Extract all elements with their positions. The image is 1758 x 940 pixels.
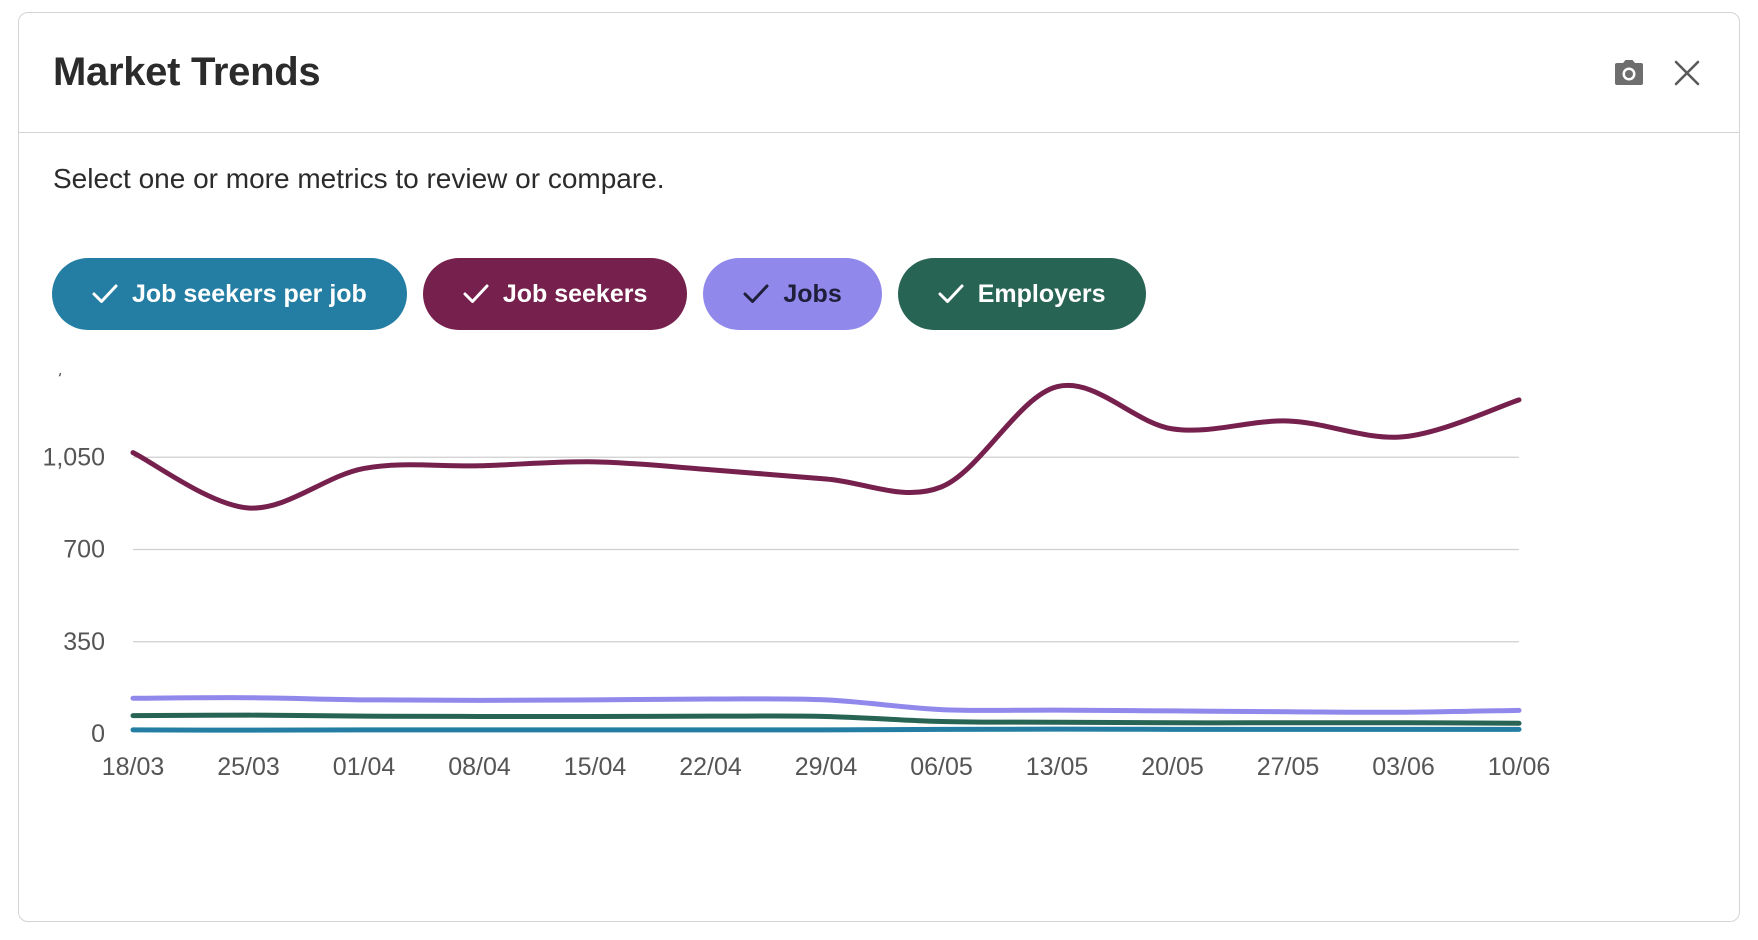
x-tick-label: 08/04 <box>448 753 511 781</box>
x-tick-label: 22/04 <box>679 753 742 781</box>
metric-toggle-label: Job seekers <box>502 279 648 308</box>
check-icon <box>463 284 489 303</box>
x-tick-label: 18/03 <box>102 753 165 781</box>
x-tick-label: 25/03 <box>217 753 280 781</box>
metric-toggle-label: Job seekers per job <box>132 279 367 308</box>
x-tick-label: 15/04 <box>564 753 627 781</box>
check-icon <box>92 284 118 303</box>
x-tick-label: 01/04 <box>333 753 396 781</box>
page-title: Market Trends <box>53 50 321 94</box>
y-tick-label: 1,050 <box>42 443 105 471</box>
x-tick-label: 29/04 <box>795 753 858 781</box>
instructions-text: Select one or more metrics to review or … <box>53 163 665 194</box>
x-tick-label: 20/05 <box>1141 753 1204 781</box>
metric-toggle-jobs[interactable]: Jobs <box>703 258 882 330</box>
series-line-job-seekers <box>130 382 1522 511</box>
check-icon <box>938 284 964 303</box>
metric-toggle-label: Jobs <box>783 279 842 308</box>
close-icon[interactable] <box>1669 55 1705 91</box>
card-header: Market Trends <box>19 13 1739 133</box>
metric-toggle-employers[interactable]: Employers <box>897 258 1146 330</box>
x-tick-label: 10/06 <box>1488 753 1551 781</box>
x-tick-label: 03/06 <box>1372 753 1435 781</box>
camera-icon[interactable] <box>1611 55 1647 91</box>
check-icon <box>743 284 769 303</box>
y-tick-label: 350 <box>63 628 105 656</box>
x-tick-label: 27/05 <box>1257 753 1320 781</box>
header-actions <box>1611 55 1705 91</box>
x-tick-label: 13/05 <box>1026 753 1089 781</box>
series-line-job-seekers-per-job <box>130 726 1522 733</box>
y-tick-label: 1,400 <box>42 373 105 379</box>
y-tick-label: 0 <box>91 720 105 748</box>
metric-toggle-label: Employers <box>977 279 1106 308</box>
y-tick-label: 700 <box>63 536 105 564</box>
metric-toggle-group: Job seekers per job Job seekers Jobs Emp… <box>52 258 1146 330</box>
x-tick-label: 06/05 <box>910 753 973 781</box>
market-trends-card: Market Trends Select one or more metrics… <box>18 12 1740 922</box>
series-line-jobs <box>130 695 1522 715</box>
metric-toggle-job-seekers[interactable]: Job seekers <box>422 258 688 330</box>
series-line-employers <box>130 712 1522 726</box>
market-trends-chart: 1,400 1,050 700 350 0 18/03 25/03 01/04 08/04 15/… <box>42 373 1551 781</box>
metric-toggle-job-seekers-per-job[interactable]: Job seekers per job <box>52 258 407 330</box>
